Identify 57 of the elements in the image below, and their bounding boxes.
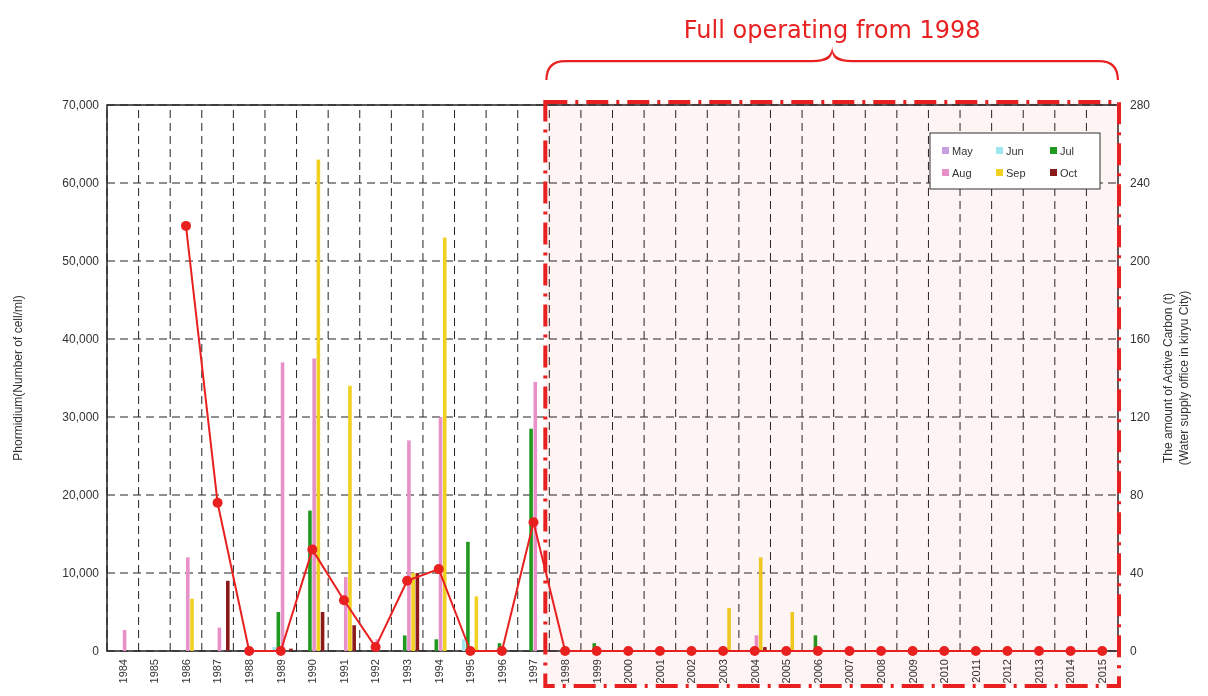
legend-label: Sep — [1006, 166, 1026, 179]
x-tick-label: 2004 — [748, 659, 761, 684]
x-tick-label: 1997 — [527, 659, 540, 684]
legend-label: Jul — [1060, 144, 1075, 157]
legend-label: May — [952, 144, 974, 157]
y-tick-label: 10,000 — [62, 566, 100, 581]
x-tick-label: 2002 — [685, 659, 698, 684]
y2-tick-label: 40 — [1130, 566, 1144, 581]
x-tick-label: 2007 — [843, 659, 856, 684]
x-tick-label: 1995 — [464, 659, 477, 684]
x-tick-label: 1993 — [400, 659, 413, 684]
y-tick-label: 0 — [92, 644, 100, 659]
y2-tick-label: 280 — [1130, 98, 1151, 113]
x-tick-label: 2012 — [1001, 659, 1014, 684]
x-tick-label: 2011 — [969, 659, 982, 683]
x-tick-label: 2008 — [874, 659, 887, 684]
legend-label: Aug — [952, 166, 972, 179]
x-tick-label: 2013 — [1032, 659, 1045, 684]
x-tick-label: 1986 — [179, 659, 192, 684]
x-tick-label: 2009 — [906, 659, 919, 684]
x-tick-label: 1998 — [558, 659, 571, 684]
x-tick-label: 1996 — [495, 659, 508, 684]
legend-label: Jun — [1006, 144, 1024, 157]
x-tick-label: 1990 — [306, 659, 319, 684]
y-tick-label: 70,000 — [62, 98, 100, 113]
x-tick-label: 2005 — [780, 659, 793, 684]
x-tick-label: 1985 — [148, 659, 161, 684]
x-tick-label: 1999 — [590, 659, 603, 684]
x-tick-label: 1987 — [211, 659, 224, 684]
y-tick-label: 30,000 — [62, 410, 100, 425]
y2-tick-label: 120 — [1130, 410, 1151, 425]
x-tick-label: 2015 — [1096, 659, 1109, 684]
y2-tick-label: 240 — [1130, 176, 1151, 191]
y-tick-label: 60,000 — [62, 176, 100, 191]
x-tick-label: 2006 — [811, 659, 824, 684]
y-tick-label: 20,000 — [62, 488, 100, 503]
y2-tick-label: 0 — [1130, 644, 1137, 659]
y2-tick-label: 80 — [1130, 488, 1144, 503]
y2-tick-label: 200 — [1130, 254, 1151, 269]
y-axis-title: Phormidium(Number of cell/ml) — [11, 295, 25, 461]
y-tick-label: 40,000 — [62, 332, 100, 347]
x-tick-label: 1992 — [369, 659, 382, 684]
x-tick-label: 1991 — [337, 659, 350, 684]
y2-axis-title: The amount of Active Carbon (t) (Water supply office in kiryu City) — [1161, 290, 1191, 466]
y2-tick-label: 160 — [1130, 332, 1151, 347]
x-tick-label: 1988 — [243, 659, 256, 684]
x-tick-label: 2003 — [716, 659, 729, 684]
x-tick-label: 2000 — [622, 659, 635, 684]
band-label: Full operating from 1998 — [683, 16, 981, 44]
x-tick-label: 1994 — [432, 659, 445, 684]
x-tick-label: 1989 — [274, 659, 287, 684]
legend-label: Oct — [1060, 166, 1078, 179]
x-tick-label: 1984 — [116, 659, 129, 684]
x-tick-label: 2001 — [653, 659, 666, 684]
y-tick-label: 50,000 — [62, 254, 100, 269]
x-tick-label: 2010 — [938, 659, 951, 684]
x-tick-label: 2014 — [1064, 659, 1077, 684]
